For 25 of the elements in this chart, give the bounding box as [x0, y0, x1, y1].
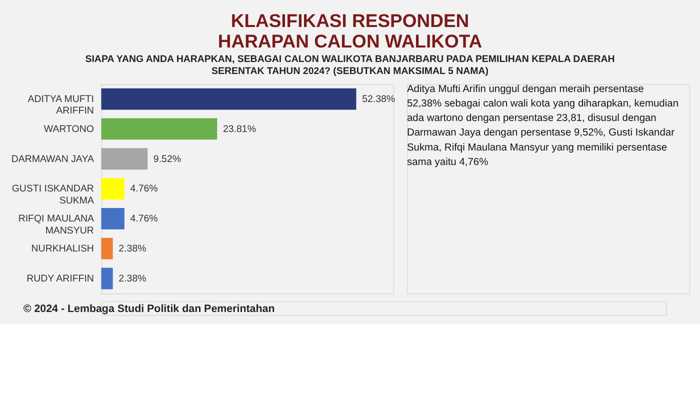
chart-title: KLASIFIKASI RESPONDEN HARAPAN CALON WALIKOTA	[218, 10, 482, 52]
y-tick-label: GUSTI ISKANDAR SUKMA	[12, 184, 94, 206]
bar	[101, 268, 113, 290]
y-tick-label: WARTONO	[44, 124, 94, 135]
bar	[101, 178, 124, 200]
bar	[101, 88, 356, 110]
data-label: 2.38%	[118, 244, 147, 254]
data-label: 4.76%	[130, 184, 158, 195]
data-label: 9.52%	[153, 154, 182, 165]
y-tick-label: NURKHALISH	[31, 244, 94, 254]
text: Aditya Mufti Arifin unggul dengan meraih persentase 52,38% sebagai calon wali kota yang diharapkan, kemudian ada wartono dengan persentase 23,81, disusul dengan Darmawan Jaya dengan persentase 9,52%, Gusti Iskandar Sukma, Rifqi Maulana Mansyur yang memiliki persentase sama yaitu 4,76%	[406, 84, 679, 168]
data-label: 2.38%	[118, 273, 147, 284]
bar	[101, 238, 113, 260]
data-label: 23.81%	[222, 124, 256, 135]
bar	[101, 148, 148, 170]
y-tick-label: ADITYA MUFTI ARIFFIN	[28, 94, 94, 117]
data-label: 4.76%	[130, 214, 158, 225]
chart-subtitle: SIAPA YANG ANDA HARAPKAN, SEBAGAI CALON WALIKOTA BANJARBARU PADA PEMILIHAN KEPALA DAERAH SERENTAK TAHUN 2024? (SEBUTKAN MAKSIMAL 5 NAMA)	[85, 54, 615, 77]
bar	[101, 118, 218, 140]
text: © 2024 - Lembaga Studi Politik dan Pemerintahan	[23, 302, 275, 315]
y-tick-label: RIFQI MAULANA MANSYUR	[18, 214, 94, 236]
y-tick-label: DARMAWAN JAYA	[11, 154, 94, 165]
data-label: 52.38%	[362, 94, 396, 105]
bar	[101, 208, 124, 230]
y-tick-label: RUDY ARIFFIN	[26, 273, 94, 284]
